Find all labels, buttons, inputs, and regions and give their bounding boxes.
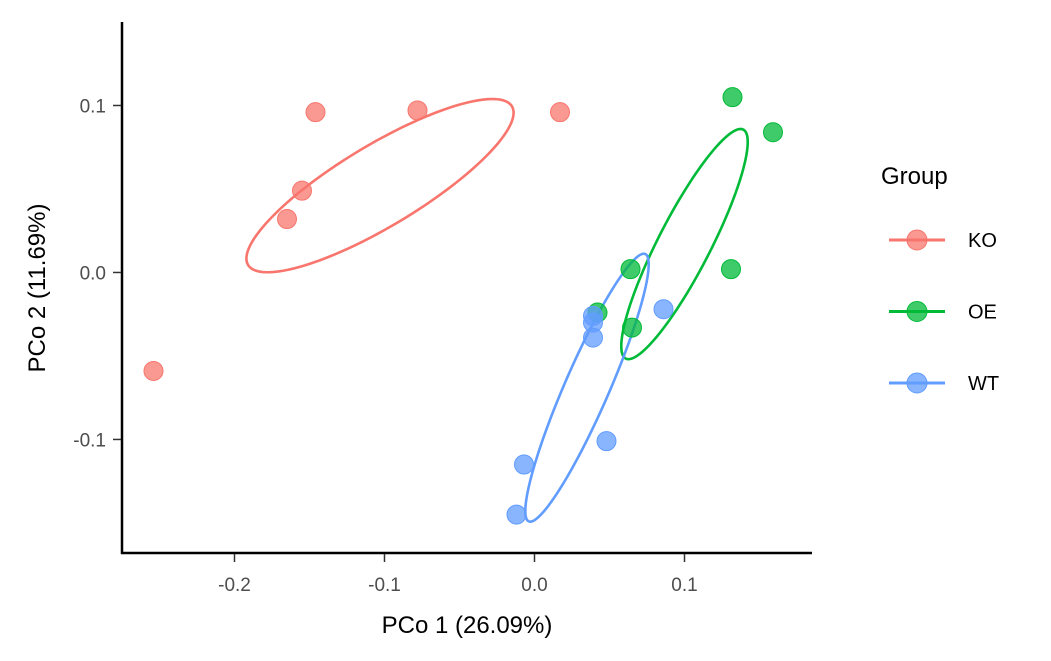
legend-entries: KO OE WT	[889, 229, 999, 395]
point-wt	[596, 431, 617, 452]
x-tick-label: 0.0	[521, 575, 547, 596]
legend-item-oe: OE	[889, 301, 997, 324]
point-ko	[292, 180, 312, 201]
x-tick-label: -0.1	[368, 575, 401, 596]
legend-item-ko: KO	[889, 229, 997, 252]
point-wt	[583, 327, 603, 348]
legend-label: KO	[968, 230, 997, 252]
ellipse-ko	[245, 97, 515, 274]
y-tick-label: 0.0	[80, 263, 106, 284]
x-tick-label: -0.2	[218, 575, 251, 596]
axes	[120, 22, 812, 555]
legend-title: Group	[881, 163, 948, 190]
point-oe	[620, 259, 641, 280]
point-ko	[277, 209, 297, 230]
point-oe	[763, 122, 783, 143]
ellipse-oe	[619, 127, 750, 361]
legend-label: WT	[968, 373, 999, 395]
data-points	[143, 87, 783, 525]
point-oe	[622, 317, 642, 338]
x-tick-label: 0.1	[671, 575, 697, 596]
point-ko	[143, 360, 164, 381]
legend: Group KO OE WT	[881, 163, 999, 395]
point-wt	[514, 454, 534, 475]
point-ko	[407, 100, 428, 121]
ellipse-wt	[523, 252, 651, 523]
point-ko	[550, 102, 570, 123]
point-wt	[653, 299, 674, 320]
y-axis-ticks: -0.1 0.0 0.1	[73, 96, 121, 451]
x-axis-ticks: -0.2 -0.1 0.0 0.1	[218, 554, 698, 596]
point-oe	[721, 259, 741, 280]
legend-key-point	[906, 229, 928, 251]
legend-item-wt: WT	[889, 372, 999, 395]
point-ko	[305, 102, 326, 123]
point-oe	[722, 87, 743, 108]
y-tick-label: -0.1	[73, 430, 106, 451]
x-axis-title: PCo 1 (26.09%)	[382, 612, 553, 639]
legend-key-point	[906, 301, 928, 322]
point-wt	[506, 504, 527, 525]
y-axis-title: PCo 2 (11.69%)	[24, 204, 51, 373]
y-tick-label: 0.1	[80, 96, 106, 117]
legend-label: OE	[968, 302, 997, 324]
legend-key-point	[906, 372, 928, 394]
